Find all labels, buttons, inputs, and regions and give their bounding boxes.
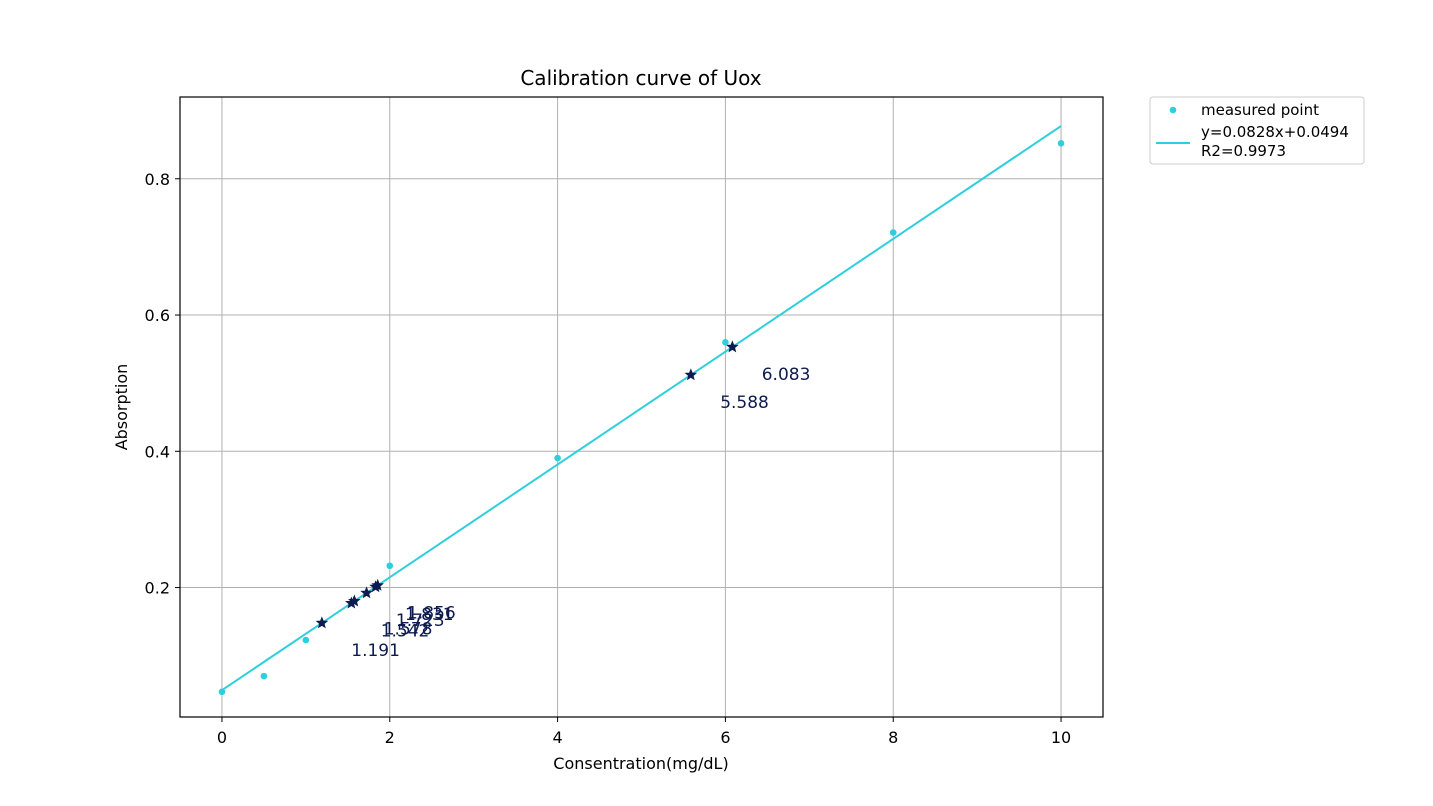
plot-frame — [179, 96, 1104, 718]
sample-point-label: 1.856 — [407, 604, 456, 624]
y-tick-label: 0.8 — [145, 170, 170, 189]
sample-point-label: 1.578 — [384, 619, 433, 639]
x-tick-label: 6 — [720, 728, 730, 747]
fit-line-group — [221, 125, 1062, 691]
legend-box — [1149, 96, 1365, 165]
legend-measured-point-marker — [1169, 106, 1177, 114]
legend: measured point y=0.0828x+0.0494 R2=0.997… — [1149, 96, 1365, 165]
measured-point — [554, 454, 561, 462]
legend-fit-r2: R2=0.9973 — [1201, 142, 1286, 160]
measured-points-group — [218, 140, 1065, 696]
y-tick-label: 0.4 — [145, 442, 170, 461]
y-axis-label: Absorption — [112, 364, 131, 451]
sample-point — [348, 594, 361, 607]
measured-point — [1057, 140, 1065, 147]
chart-title: Calibration curve of Uox — [520, 66, 761, 90]
sample-point — [684, 368, 698, 381]
x-tick-label: 4 — [552, 728, 562, 747]
sample-point-label: 5.588 — [720, 393, 769, 413]
legend-fit-equation: y=0.0828x+0.0494 — [1201, 123, 1349, 141]
x-tick-label: 10 — [1051, 728, 1071, 747]
sample-point-label: 1.542 — [381, 621, 430, 641]
grid-lines — [180, 97, 1103, 717]
x-tick-label: 0 — [217, 728, 227, 747]
sample-point — [726, 340, 739, 353]
sample-point-label: 1.191 — [351, 641, 400, 661]
measured-point — [302, 636, 310, 644]
measured-point — [260, 672, 268, 680]
y-tick-label: 0.2 — [145, 579, 170, 598]
fit-line — [221, 125, 1062, 691]
sample-point-label: 1.723 — [396, 611, 445, 631]
x-tick-label: 2 — [385, 728, 395, 747]
x-axis-label: Consentration(mg/dL) — [553, 754, 728, 773]
measured-point — [218, 688, 226, 696]
measured-point — [722, 338, 729, 346]
y-tick-label: 0.6 — [145, 306, 170, 325]
sample-point-label: 6.083 — [762, 365, 811, 385]
measured-point — [386, 562, 394, 570]
axis-ticks: 0 2 4 6 8 10 0.2 0.4 0.6 0.8 — [145, 170, 1072, 747]
legend-measured-point-label: measured point — [1201, 101, 1319, 119]
sample-point — [371, 578, 384, 591]
sample-points-group — [315, 340, 739, 629]
x-tick-label: 8 — [888, 728, 898, 747]
sample-point-label: 1.831 — [405, 605, 454, 625]
sample-point — [360, 586, 373, 599]
measured-point — [889, 229, 897, 236]
sample-point — [315, 616, 329, 629]
